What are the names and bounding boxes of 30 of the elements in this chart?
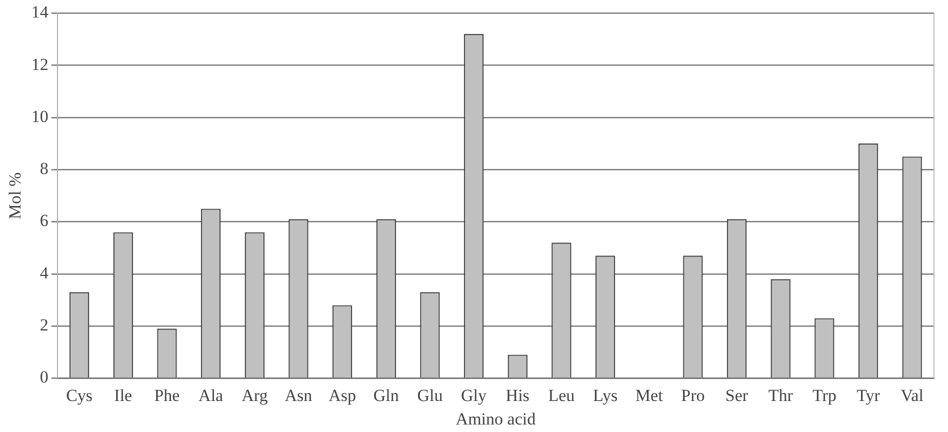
x-tick-label: Trp (812, 386, 836, 405)
x-tick-label: Thr (768, 386, 794, 405)
y-tick-label: 4 (40, 263, 49, 282)
x-tick-label: Asn (284, 386, 313, 405)
y-tick-label: 12 (31, 54, 48, 74)
x-axis-title: Amino acid (456, 409, 536, 428)
y-tick-label: 0 (40, 368, 48, 387)
x-tick-label: Leu (548, 386, 576, 405)
y-tick-label: 10 (31, 106, 48, 126)
x-tick-label: Phe (154, 386, 180, 405)
x-tick-label: Val (900, 386, 924, 405)
x-tick-label: Ser (725, 386, 748, 405)
y-tick-label: 2 (40, 316, 48, 335)
x-tick-label: Met (635, 386, 664, 405)
x-tick-label: Pro (681, 386, 705, 405)
y-tick-label: 14 (31, 2, 49, 22)
x-tick-label: His (506, 386, 530, 405)
x-tick-label: Arg (242, 386, 268, 405)
x-tick-label: Gly (461, 386, 488, 405)
x-tick-label: Ile (114, 386, 132, 405)
x-tick-label: Glu (417, 386, 444, 405)
x-tick-label: Ala (198, 386, 224, 405)
x-tick-label: Tyr (856, 386, 880, 405)
y-tick-label: 6 (40, 211, 48, 230)
x-tick-label: Lys (592, 386, 618, 405)
y-tick-label: 8 (40, 159, 48, 178)
x-tick-label: Gln (373, 386, 400, 405)
y-axis-title: Mol % (6, 172, 25, 220)
x-tick-label: Cys (66, 386, 93, 405)
x-tick-label: Asp (328, 386, 356, 405)
